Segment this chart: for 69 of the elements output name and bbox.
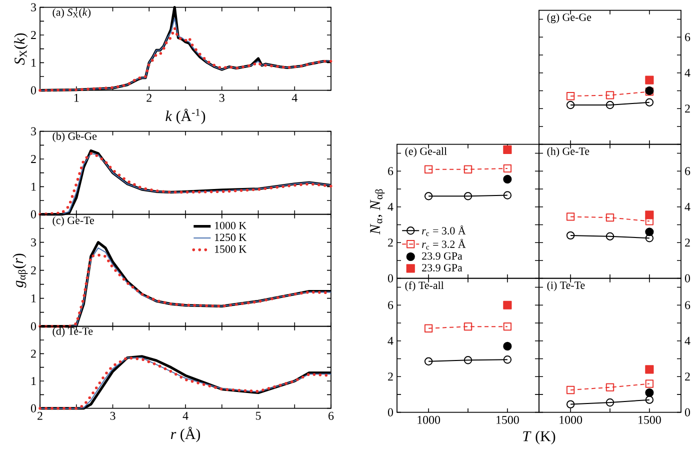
x-tick-label: 4: [292, 94, 298, 102]
y-axis-title: N$_{α}$, N$_{αβ}$: [370, 189, 385, 234]
y-axis-title: S$_{X}$(k): [14, 33, 28, 65]
y-tick-label: 2: [31, 30, 36, 39]
y-tick-label: 6: [388, 300, 394, 309]
y-tick-label: 1: [32, 182, 36, 190]
y-tick-label: 0: [684, 408, 690, 416]
y-tick-label: 2: [388, 372, 393, 380]
chart-title: (h) Ge-Te: [547, 147, 590, 158]
y-tick-label: 6: [685, 32, 690, 41]
y-tick-label: 1: [32, 58, 36, 66]
y-tick-label: 6: [685, 166, 690, 175]
y-tick-label: 0: [30, 404, 36, 412]
y-tick-label: 3: [31, 238, 36, 246]
legend-label: 1500 K: [215, 245, 246, 253]
x-tick-label: 1000: [418, 416, 440, 424]
x-axis-title: k (Å$^{-1}$): [166, 108, 206, 124]
chart-title: (c) Ge-Te: [52, 216, 94, 226]
y-tick-label: 2: [685, 372, 690, 380]
y-tick-label: 4: [388, 336, 394, 345]
x-tick-label: 2: [146, 94, 152, 102]
y-tick-label: 0: [30, 322, 36, 330]
y-tick-label: 2: [685, 104, 690, 112]
x-tick-label: 1500: [496, 416, 519, 424]
x-tick-label: 2: [38, 412, 42, 420]
chart-title: (i) Te-Te: [547, 281, 585, 292]
x-tick-label: 6: [328, 412, 334, 420]
y-tick-label: 2: [31, 154, 36, 163]
y-tick-label: 6: [685, 300, 690, 309]
chart-title: (e) Ge-all: [405, 147, 447, 158]
y-tick-label: 6: [388, 166, 394, 175]
y-tick-label: 4: [684, 202, 690, 211]
y-tick-label: 2: [685, 238, 690, 246]
y-tick-label: 0: [388, 408, 394, 416]
x-tick-label: 1: [74, 94, 79, 102]
x-tick-label: 3: [219, 94, 224, 102]
y-tick-label: 0: [30, 86, 36, 94]
y-tick-label: 0: [684, 274, 690, 282]
y-tick-label: 3: [31, 3, 36, 12]
legend-label: 1250 K: [215, 234, 246, 241]
x-tick-label: 5: [256, 412, 261, 420]
x-tick-label: 1000: [560, 416, 582, 424]
y-tick-label: 0: [388, 274, 394, 282]
x-tick-label: 3: [110, 412, 116, 420]
x-tick-label: 1500: [638, 416, 661, 424]
y-tick-label: 4: [684, 68, 690, 77]
legend-label: 23.9 GPa: [422, 264, 462, 272]
legend-label: r$_{c}$ = 3.0 Å: [422, 225, 466, 236]
chart-title: (b) Ge-Ge: [52, 132, 97, 142]
y-tick-label: 1: [32, 376, 36, 385]
legend-label: 1000 K: [215, 222, 246, 230]
x-tick-label: 4: [182, 412, 188, 420]
chart-title: (g) Ge-Ge: [547, 13, 592, 24]
y-tick-label: 2: [31, 350, 36, 358]
x-axis-title: r (Å): [170, 426, 200, 442]
x-axis-title: T (K): [523, 430, 556, 444]
y-tick-label: 4: [388, 202, 394, 211]
y-tick-label: 3: [31, 127, 36, 136]
y-tick-label: 2: [31, 266, 36, 274]
y-tick-label: 1: [32, 294, 36, 302]
y-tick-label: 0: [30, 210, 36, 218]
y-tick-label: 2: [388, 238, 393, 246]
y-axis-title: g$_{αβ}$(r): [12, 254, 28, 288]
chart-title: (f) Te-all: [405, 281, 444, 292]
y-tick-label: 4: [684, 336, 690, 345]
chart-title: (d) Te-Te: [52, 327, 93, 337]
chart-title: (a) S$_{X}$(k): [52, 8, 91, 18]
legend-label: 23.9 GPa: [422, 252, 462, 260]
legend-label: r$_{c}$ = 3.2 Å: [422, 238, 466, 250]
